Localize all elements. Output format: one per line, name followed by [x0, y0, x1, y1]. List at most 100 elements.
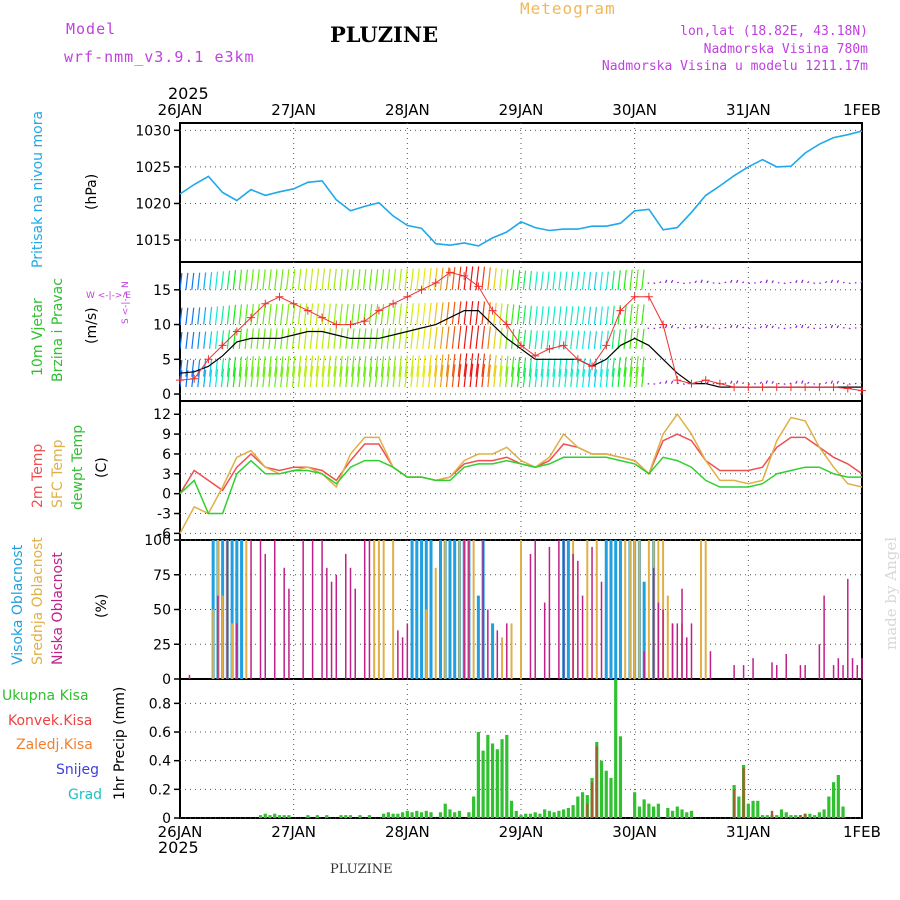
low-cloud-bar — [847, 578, 849, 679]
sfctemp-ylabel: SFC Temp — [50, 439, 66, 508]
wind-arrow — [576, 330, 580, 349]
mid-cloud-bar — [520, 540, 522, 679]
wind-arrow — [748, 282, 751, 285]
wind-arrow — [795, 325, 798, 329]
wind-arrow — [297, 268, 302, 290]
wind-arrow — [499, 355, 503, 377]
wind-arrow — [700, 279, 703, 284]
high-cloud-bar — [235, 540, 239, 679]
wind-arrow — [214, 271, 219, 290]
wind-arrow — [226, 357, 231, 377]
total-precip-bar — [415, 810, 419, 818]
total-precip-bar — [315, 815, 319, 818]
wind-arrow — [599, 369, 603, 388]
wind-arrow — [659, 381, 662, 385]
mid-cloud-bar — [425, 609, 428, 679]
wind-arrow — [487, 267, 491, 290]
wind-arrow — [581, 330, 586, 349]
wind-arrow — [339, 328, 343, 349]
wind-arrow — [321, 355, 326, 377]
total-precip-bar — [358, 815, 362, 818]
wind-arrow — [457, 325, 462, 349]
y-tick-label: 0 — [162, 487, 171, 503]
wind-arrow — [611, 368, 615, 388]
low-cloud-bar — [771, 662, 773, 679]
wind-arrow — [682, 383, 685, 386]
total-precip-bar — [779, 809, 784, 818]
wind-arrow — [345, 356, 349, 377]
convective-precip-bar — [590, 782, 594, 818]
y-tick-label: 25 — [153, 637, 171, 653]
date-label-bottom: 27JAN — [271, 823, 316, 841]
wind-arrow — [813, 327, 816, 330]
wind-arrow — [256, 356, 260, 377]
wind-arrow — [664, 380, 668, 384]
wind-arrow — [469, 325, 474, 349]
gust-marker — [232, 327, 241, 336]
mid-cloud-bar — [444, 540, 447, 679]
wind-arrow — [481, 364, 486, 388]
low-cloud-bar — [264, 553, 266, 679]
total-precip-bar — [775, 815, 779, 818]
wind-arrow — [439, 354, 444, 377]
wind-arrow — [274, 304, 278, 325]
wind-arrow — [694, 280, 697, 284]
wind-arrow — [321, 365, 326, 388]
total-precip-bar — [429, 812, 433, 818]
wind-arrow — [534, 330, 538, 349]
gust-marker — [630, 292, 639, 301]
wind-arrow — [730, 380, 733, 384]
wind-arrow — [552, 368, 556, 388]
wind-arrow — [345, 366, 349, 388]
y-tick-label: -6 — [157, 526, 171, 542]
wind-arrow — [297, 366, 302, 388]
gust-marker — [730, 383, 739, 392]
wind-arrow — [664, 279, 668, 284]
wind-arrow — [250, 366, 254, 388]
total-precip-bar — [391, 813, 395, 818]
low-cloud-bar — [273, 540, 276, 679]
wind-arrow — [410, 303, 414, 325]
total-precip-bar — [633, 792, 637, 818]
footer-station: PLUZINE — [330, 862, 393, 877]
pressure-unit: (hPa) — [84, 174, 100, 210]
wind-arrow — [570, 306, 574, 325]
gust-marker — [389, 299, 398, 308]
wind-arrow — [220, 358, 225, 377]
wind-arrow — [410, 355, 414, 377]
total-precip-bar — [500, 739, 504, 818]
wind-arrow — [534, 358, 538, 377]
high-cloud-bar — [614, 540, 618, 679]
wind-arrow — [191, 331, 195, 349]
gust-marker — [204, 355, 213, 364]
high-cloud-bar — [491, 623, 495, 679]
wind-arrow — [422, 302, 426, 325]
wind-arrow — [528, 305, 532, 325]
wind-arrow — [203, 272, 207, 290]
low-cloud-bar — [742, 665, 745, 679]
wind-arrow — [428, 327, 432, 349]
wind-arrow — [451, 353, 456, 377]
low-cloud-bar — [643, 651, 645, 679]
wind-arrow — [677, 281, 680, 284]
wind-arrow — [599, 330, 603, 349]
wind-arrow — [451, 326, 456, 349]
wind-arrow — [670, 325, 674, 329]
gust-marker — [502, 320, 511, 329]
wind-arrow — [807, 326, 810, 329]
wind-arrow — [670, 380, 674, 384]
total-precip-bar — [476, 732, 480, 818]
wind-arrow — [522, 357, 527, 377]
low-cloud-bar — [288, 588, 290, 679]
wind-arrow — [238, 356, 243, 377]
total-precip-bar — [784, 812, 788, 818]
gust-marker — [332, 320, 341, 329]
wind-arrow — [635, 328, 639, 349]
date-label-bottom: 26JAN — [158, 823, 203, 841]
gust-marker — [247, 313, 256, 322]
mid-cloud-bar — [638, 540, 641, 679]
total-precip-bar — [831, 782, 836, 818]
low-cloud-bar — [534, 540, 536, 679]
y-tick-label: 0 — [162, 387, 171, 403]
wind-arrow — [510, 328, 515, 349]
